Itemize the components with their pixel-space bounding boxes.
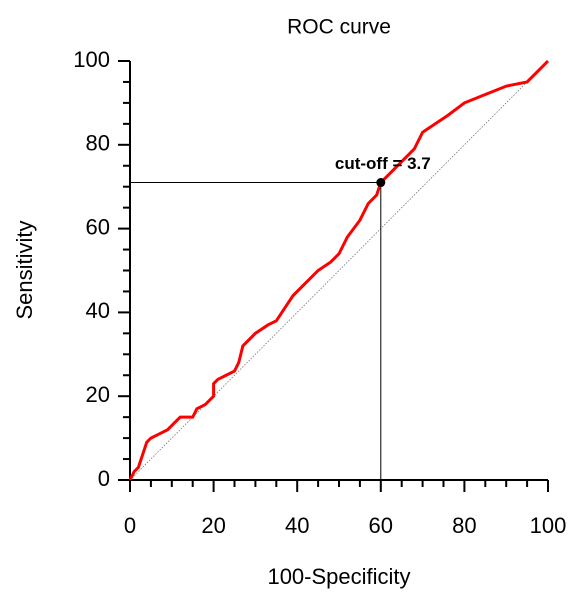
x-tick-label: 60 [369, 513, 393, 538]
y-tick-label: 80 [86, 131, 110, 156]
reference-diagonal [129, 60, 549, 481]
cutoff-label: cut-off = 3.7 [335, 154, 431, 173]
y-tick-label: 40 [86, 298, 110, 323]
roc-line [128, 59, 550, 481]
y-tick-label: 20 [86, 382, 110, 407]
chart-title: ROC curve [287, 16, 391, 39]
y-axis-label: Sensitivity [12, 220, 37, 319]
x-tick-label: 80 [452, 513, 476, 538]
x-tick-label: 40 [285, 513, 309, 538]
x-tick-label: 100 [530, 513, 567, 538]
y-tick-label: 60 [86, 214, 110, 239]
x-tick-label: 0 [124, 513, 136, 538]
y-tick-label: 100 [73, 47, 110, 72]
y-tick-label: 0 [98, 466, 110, 491]
x-axis-label: 100-Specificity [267, 564, 410, 589]
cutoff-point [376, 178, 386, 188]
x-tick-label: 20 [201, 513, 225, 538]
